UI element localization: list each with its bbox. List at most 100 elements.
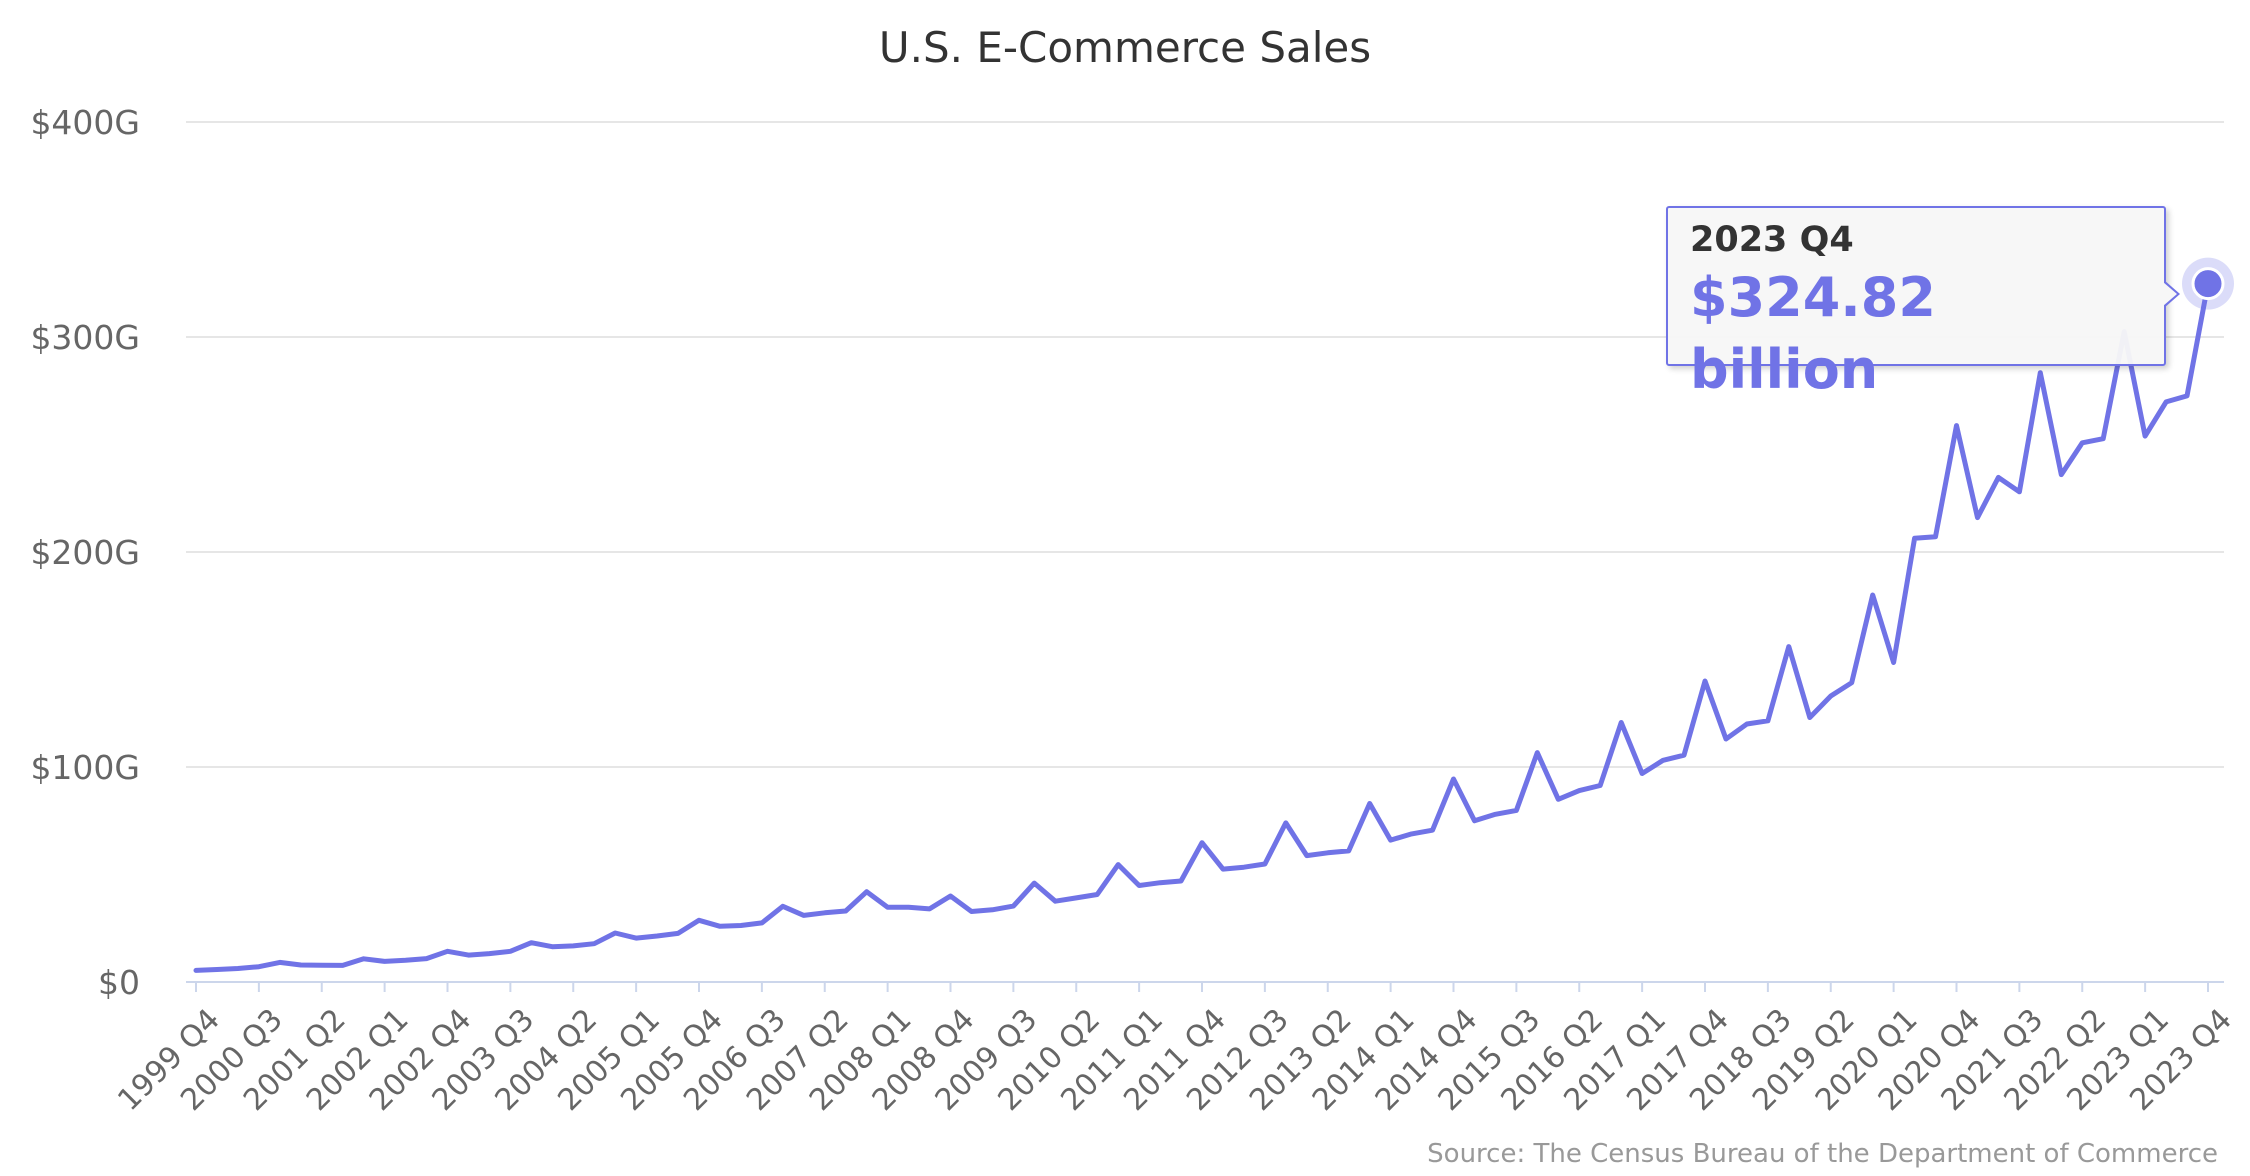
data-point[interactable] <box>756 917 768 929</box>
data-point[interactable] <box>861 886 873 898</box>
highlighted-point[interactable] <box>2191 267 2225 301</box>
data-point[interactable] <box>1385 834 1397 846</box>
data-point[interactable] <box>693 914 705 926</box>
data-point[interactable] <box>1615 716 1627 728</box>
data-point[interactable] <box>1364 798 1376 810</box>
data-point[interactable] <box>672 927 684 939</box>
data-point[interactable] <box>2160 396 2172 408</box>
data-point[interactable] <box>1699 675 1711 687</box>
data-point[interactable] <box>777 900 789 912</box>
data-point[interactable] <box>567 940 579 952</box>
data-point[interactable] <box>945 890 957 902</box>
data-point[interactable] <box>965 905 977 917</box>
y-axis-ticks: $0 $100G $200G $300G $400G <box>30 103 140 1002</box>
data-point[interactable] <box>1489 808 1501 820</box>
data-point[interactable] <box>2013 486 2025 498</box>
data-point[interactable] <box>798 909 810 921</box>
data-point[interactable] <box>735 919 747 931</box>
data-point[interactable] <box>1930 531 1942 543</box>
data-point[interactable] <box>1196 837 1208 849</box>
data-point[interactable] <box>1552 793 1564 805</box>
data-point[interactable] <box>253 961 265 973</box>
data-point[interactable] <box>924 903 936 915</box>
data-point[interactable] <box>1238 861 1250 873</box>
data-point[interactable] <box>1154 877 1166 889</box>
y-tick-label: $0 <box>98 963 140 1002</box>
data-point[interactable] <box>1468 815 1480 827</box>
data-point[interactable] <box>295 959 307 971</box>
data-point[interactable] <box>1762 715 1774 727</box>
data-point[interactable] <box>1343 845 1355 857</box>
data-point[interactable] <box>1594 779 1606 791</box>
data-point[interactable] <box>1951 420 1963 432</box>
data-point[interactable] <box>421 953 433 965</box>
data-point[interactable] <box>1301 850 1313 862</box>
data-point[interactable] <box>211 964 223 976</box>
data-point[interactable] <box>1259 858 1271 870</box>
data-point[interactable] <box>1720 733 1732 745</box>
data-point[interactable] <box>442 945 454 957</box>
data-point[interactable] <box>1112 859 1124 871</box>
data-point[interactable] <box>1867 589 1879 601</box>
data-point[interactable] <box>1070 892 1082 904</box>
data-point[interactable] <box>2055 469 2067 481</box>
data-point[interactable] <box>2097 433 2109 445</box>
data-point[interactable] <box>1510 804 1522 816</box>
data-point[interactable] <box>1783 641 1795 653</box>
data-point[interactable] <box>1091 888 1103 900</box>
data-point[interactable] <box>1741 718 1753 730</box>
data-point[interactable] <box>1007 900 1019 912</box>
data-point[interactable] <box>1909 532 1921 544</box>
data-point[interactable] <box>190 964 202 976</box>
y-tick-label: $200G <box>30 533 140 572</box>
data-point[interactable] <box>483 948 495 960</box>
data-point[interactable] <box>651 930 663 942</box>
data-point[interactable] <box>1657 754 1669 766</box>
data-point[interactable] <box>525 937 537 949</box>
data-point[interactable] <box>840 905 852 917</box>
data-point[interactable] <box>882 901 894 913</box>
data-point[interactable] <box>358 953 370 965</box>
data-point[interactable] <box>1888 657 1900 669</box>
data-point[interactable] <box>1971 512 1983 524</box>
data-point[interactable] <box>1573 785 1585 797</box>
data-point[interactable] <box>714 920 726 932</box>
data-point[interactable] <box>1280 817 1292 829</box>
data-point[interactable] <box>400 954 412 966</box>
data-point[interactable] <box>2139 430 2151 442</box>
data-point[interactable] <box>1133 879 1145 891</box>
data-point[interactable] <box>986 904 998 916</box>
data-point[interactable] <box>2076 437 2088 449</box>
data-point[interactable] <box>232 962 244 974</box>
data-point[interactable] <box>1028 877 1040 889</box>
data-point[interactable] <box>1992 471 2004 483</box>
data-point[interactable] <box>274 956 286 968</box>
data-point[interactable] <box>337 959 349 971</box>
data-point[interactable] <box>462 949 474 961</box>
data-point[interactable] <box>588 938 600 950</box>
data-point[interactable] <box>1322 847 1334 859</box>
data-point[interactable] <box>1217 863 1229 875</box>
data-point[interactable] <box>1636 767 1648 779</box>
data-point[interactable] <box>1427 824 1439 836</box>
data-point[interactable] <box>819 907 831 919</box>
data-point[interactable] <box>1406 828 1418 840</box>
data-point[interactable] <box>1678 749 1690 761</box>
data-point[interactable] <box>1175 875 1187 887</box>
data-point[interactable] <box>630 932 642 944</box>
chart-title: U.S. E-Commerce Sales <box>879 23 1371 72</box>
data-point[interactable] <box>609 927 621 939</box>
data-point[interactable] <box>1846 677 1858 689</box>
data-point[interactable] <box>379 955 391 967</box>
data-point[interactable] <box>2181 390 2193 402</box>
data-point[interactable] <box>546 941 558 953</box>
data-point[interactable] <box>504 945 516 957</box>
data-point[interactable] <box>1804 712 1816 724</box>
data-point[interactable] <box>903 901 915 913</box>
data-point[interactable] <box>1531 747 1543 759</box>
data-point[interactable] <box>1825 690 1837 702</box>
data-point[interactable] <box>1448 773 1460 785</box>
data-point[interactable] <box>316 959 328 971</box>
data-point[interactable] <box>1049 895 1061 907</box>
